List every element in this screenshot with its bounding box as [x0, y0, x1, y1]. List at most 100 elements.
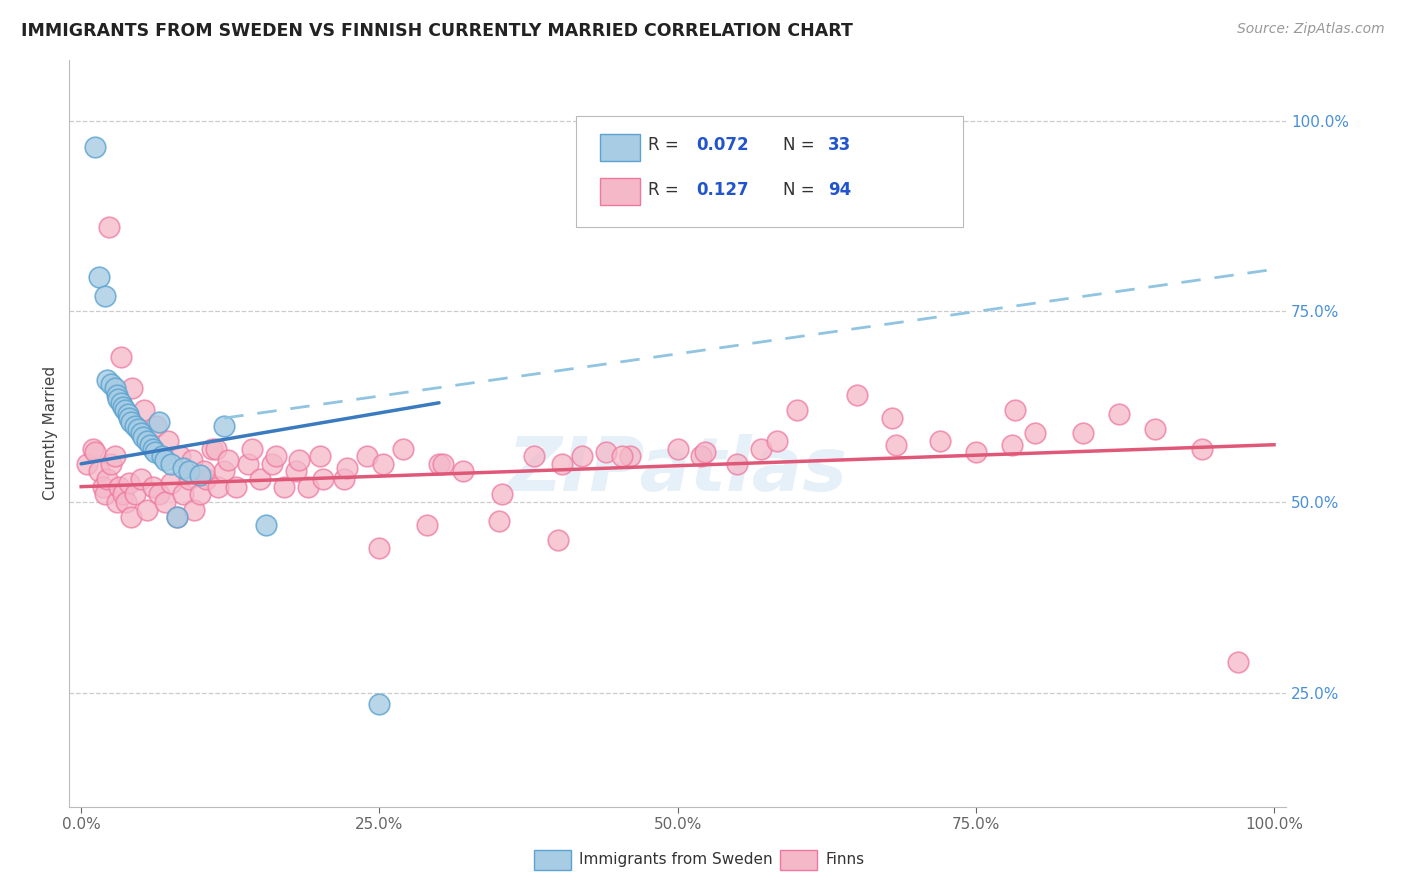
- Point: [135, 502, 157, 516]
- Text: 94: 94: [828, 181, 852, 199]
- Y-axis label: Currently Married: Currently Married: [44, 367, 58, 500]
- Point: [153, 453, 176, 467]
- Point: [845, 388, 868, 402]
- Point: [129, 426, 152, 441]
- Point: [725, 457, 748, 471]
- Point: [336, 460, 359, 475]
- Point: [965, 445, 987, 459]
- Point: [284, 465, 307, 479]
- Point: [120, 510, 142, 524]
- Point: [666, 442, 689, 456]
- Point: [225, 480, 247, 494]
- Point: [110, 350, 132, 364]
- Point: [571, 449, 593, 463]
- Point: [749, 442, 772, 456]
- Point: [183, 502, 205, 516]
- Point: [172, 487, 194, 501]
- Point: [690, 449, 713, 463]
- Point: [96, 373, 118, 387]
- Point: [264, 449, 287, 463]
- Point: [786, 403, 808, 417]
- Point: [432, 457, 454, 471]
- Point: [148, 487, 170, 501]
- Point: [240, 442, 263, 456]
- Point: [127, 422, 149, 436]
- Point: [1108, 407, 1130, 421]
- Point: [416, 517, 439, 532]
- Point: [177, 472, 200, 486]
- Point: [190, 487, 212, 501]
- Point: [94, 289, 117, 303]
- Point: [551, 457, 574, 471]
- Point: [214, 418, 236, 433]
- Point: [124, 418, 146, 433]
- Point: [166, 510, 188, 524]
- Point: [427, 457, 450, 471]
- Point: [207, 480, 229, 494]
- Point: [238, 457, 260, 471]
- Point: [1004, 403, 1026, 417]
- Point: [115, 495, 138, 509]
- Point: [595, 445, 617, 459]
- Point: [120, 415, 142, 429]
- Point: [118, 475, 141, 490]
- Point: [297, 480, 319, 494]
- Point: [882, 411, 904, 425]
- Point: [1000, 438, 1022, 452]
- Point: [523, 449, 546, 463]
- Point: [929, 434, 952, 448]
- Point: [205, 442, 228, 456]
- Point: [159, 475, 181, 490]
- Point: [166, 510, 188, 524]
- Point: [190, 468, 212, 483]
- Point: [451, 465, 474, 479]
- Point: [169, 449, 191, 463]
- Point: [217, 453, 239, 467]
- Point: [132, 430, 155, 444]
- Point: [181, 453, 204, 467]
- Point: [1191, 442, 1213, 456]
- Point: [1024, 426, 1046, 441]
- Point: [1227, 655, 1250, 669]
- Text: ZIPatlas: ZIPatlas: [508, 434, 848, 508]
- Point: [121, 380, 143, 394]
- Point: [103, 449, 125, 463]
- Point: [157, 434, 180, 448]
- Point: [1071, 426, 1094, 441]
- Point: [145, 418, 167, 433]
- Point: [193, 465, 215, 479]
- Point: [111, 400, 134, 414]
- Text: IMMIGRANTS FROM SWEDEN VS FINNISH CURRENTLY MARRIED CORRELATION CHART: IMMIGRANTS FROM SWEDEN VS FINNISH CURREN…: [21, 22, 853, 40]
- Point: [547, 533, 569, 547]
- Point: [254, 517, 277, 532]
- Point: [260, 457, 283, 471]
- Point: [105, 388, 128, 402]
- Point: [308, 449, 330, 463]
- Point: [105, 495, 128, 509]
- Point: [124, 487, 146, 501]
- Text: 0.127: 0.127: [696, 181, 748, 199]
- Point: [129, 472, 152, 486]
- Text: N =: N =: [783, 136, 814, 154]
- Point: [693, 445, 716, 459]
- Point: [1143, 422, 1166, 436]
- Point: [111, 487, 134, 501]
- Point: [201, 442, 224, 456]
- Point: [87, 269, 110, 284]
- Point: [273, 480, 295, 494]
- Point: [100, 457, 122, 471]
- Point: [491, 487, 513, 501]
- Point: [110, 396, 132, 410]
- Point: [107, 392, 129, 406]
- Point: [249, 472, 271, 486]
- Point: [619, 449, 641, 463]
- Point: [76, 457, 98, 471]
- Point: [150, 449, 173, 463]
- Point: [765, 434, 787, 448]
- Point: [114, 403, 136, 417]
- Text: N =: N =: [783, 181, 814, 199]
- Point: [142, 442, 165, 456]
- Point: [96, 472, 118, 486]
- Point: [82, 442, 104, 456]
- Point: [368, 697, 391, 711]
